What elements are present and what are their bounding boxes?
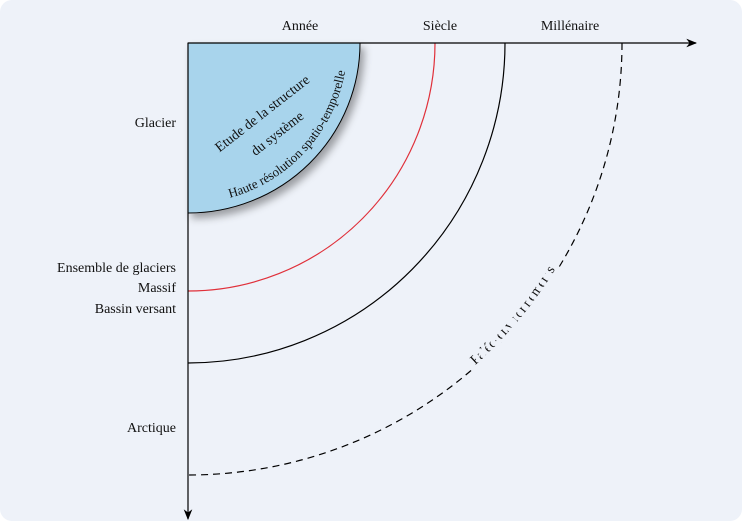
y-label: Ensemble de glaciers bbox=[57, 261, 176, 276]
century-curve bbox=[187, 42, 436, 292]
y-label: Massif bbox=[138, 281, 176, 296]
x-label: Année bbox=[282, 19, 319, 34]
x-label: Siècle bbox=[423, 19, 457, 34]
y-label: Bassin versant bbox=[95, 302, 176, 317]
y-label: Glacier bbox=[135, 116, 177, 131]
x-label: Millénaire bbox=[541, 19, 599, 34]
y-label: Arctique bbox=[127, 421, 176, 436]
system-region bbox=[187, 42, 361, 214]
paleo-curve bbox=[187, 42, 623, 476]
millennium-curve bbox=[187, 42, 506, 364]
